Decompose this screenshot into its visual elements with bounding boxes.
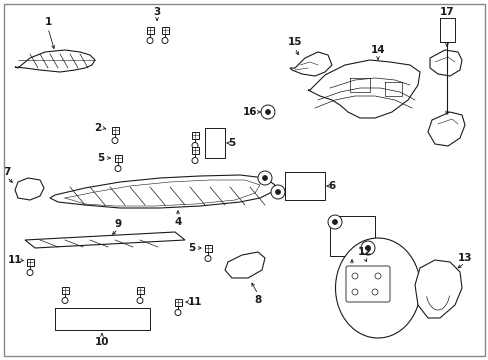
Circle shape [351,273,357,279]
Text: 5: 5 [97,153,104,163]
Circle shape [261,105,274,119]
Circle shape [365,246,370,251]
Text: 13: 13 [457,253,471,263]
Text: 15: 15 [287,37,302,47]
Circle shape [262,176,267,180]
Polygon shape [204,244,211,252]
Polygon shape [15,178,44,200]
Circle shape [192,158,198,163]
Text: 14: 14 [370,45,385,55]
Text: 5: 5 [228,138,235,148]
Text: 6: 6 [328,181,335,191]
Circle shape [27,270,33,275]
Polygon shape [289,52,331,76]
Text: 17: 17 [439,7,453,17]
Polygon shape [224,252,264,278]
Text: 8: 8 [254,295,261,305]
Text: 4: 4 [174,217,182,227]
Polygon shape [50,175,274,208]
Text: 3: 3 [153,7,160,17]
Circle shape [204,256,210,261]
Ellipse shape [335,238,420,338]
Text: 5: 5 [188,243,195,253]
Circle shape [147,37,153,44]
Circle shape [374,273,380,279]
Text: 7: 7 [3,167,11,177]
Circle shape [258,171,271,185]
Text: 10: 10 [95,337,109,347]
Circle shape [351,289,357,295]
Text: 11: 11 [8,255,22,265]
Circle shape [265,109,270,114]
Circle shape [115,166,121,171]
Text: 16: 16 [242,107,257,117]
Polygon shape [414,260,461,318]
Polygon shape [429,50,461,76]
Polygon shape [174,298,181,306]
Circle shape [371,289,377,295]
Circle shape [62,297,68,303]
Circle shape [137,297,142,303]
Polygon shape [114,154,121,162]
Circle shape [360,241,374,255]
Text: 1: 1 [44,17,52,27]
Circle shape [162,37,168,44]
Polygon shape [161,27,168,33]
Circle shape [175,310,181,315]
Circle shape [112,138,118,144]
Text: 11: 11 [187,297,202,307]
Text: 12: 12 [357,247,371,257]
Polygon shape [191,147,198,153]
Polygon shape [26,258,34,266]
Circle shape [327,215,341,229]
Text: 9: 9 [114,219,122,229]
Polygon shape [15,50,95,72]
Polygon shape [136,287,143,293]
Circle shape [332,220,337,225]
Polygon shape [307,60,419,118]
Polygon shape [191,131,198,139]
Polygon shape [427,112,464,146]
Text: 2: 2 [94,123,102,133]
Circle shape [270,185,285,199]
Polygon shape [25,232,184,248]
Polygon shape [111,126,118,134]
Circle shape [192,143,198,149]
Text: 16: 16 [344,267,359,277]
Polygon shape [146,27,153,33]
FancyBboxPatch shape [346,266,389,302]
Circle shape [275,189,280,194]
Polygon shape [61,287,68,293]
